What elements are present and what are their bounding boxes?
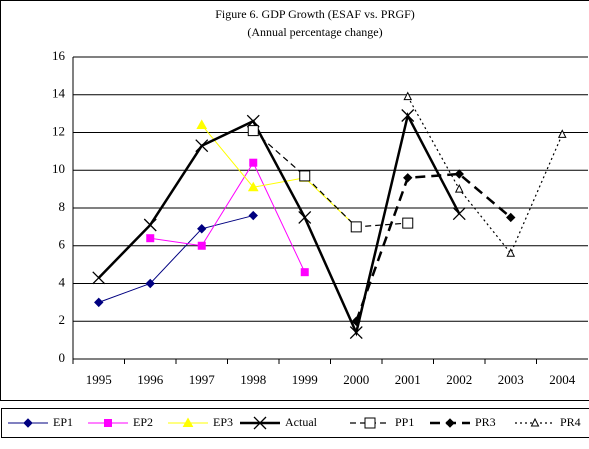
data-point xyxy=(452,207,466,221)
legend-marker xyxy=(182,417,194,427)
data-point xyxy=(454,169,464,179)
data-point xyxy=(402,217,414,229)
data-point xyxy=(401,109,415,122)
chart-title: Figure 6. GDP Growth (ESAF vs. PRGF) xyxy=(215,7,415,21)
y-tick-label: 0 xyxy=(59,350,66,365)
legend-label: Actual xyxy=(285,415,318,429)
y-tick-label: 14 xyxy=(52,86,66,101)
data-point xyxy=(248,210,258,221)
y-tick-label: 8 xyxy=(59,199,66,214)
x-tick-label: 2004 xyxy=(549,372,576,387)
legend-marker xyxy=(530,417,540,427)
series-line xyxy=(97,111,461,337)
y-tick-label: 2 xyxy=(59,312,66,327)
data-point xyxy=(506,212,516,223)
legend-marker xyxy=(253,416,267,430)
y-tick-label: 4 xyxy=(59,274,66,289)
x-tick-label: 1997 xyxy=(189,372,216,387)
data-point xyxy=(196,119,208,129)
x-tick-label: 2000 xyxy=(343,372,369,387)
series-line xyxy=(355,172,512,322)
legend-marker xyxy=(364,417,376,429)
data-point xyxy=(249,158,258,167)
data-point xyxy=(247,125,259,137)
legend-label: EP1 xyxy=(53,415,73,429)
x-tick-label: 2001 xyxy=(395,372,421,387)
series-line xyxy=(201,124,357,228)
series-line xyxy=(98,215,254,303)
data-point xyxy=(143,218,157,232)
series-line xyxy=(150,161,306,273)
y-tick-label: 6 xyxy=(59,237,66,252)
data-point xyxy=(454,184,464,193)
x-tick-label: 2003 xyxy=(498,372,524,387)
series-line xyxy=(252,130,408,228)
legend-label: PR4 xyxy=(560,415,581,429)
x-tick-label: 1995 xyxy=(86,372,112,387)
data-point xyxy=(146,234,155,243)
x-tick-label: 2002 xyxy=(446,372,472,387)
data-point xyxy=(351,316,361,326)
data-point xyxy=(145,278,155,289)
data-point xyxy=(197,241,206,250)
data-point xyxy=(506,248,516,257)
data-point xyxy=(403,173,413,183)
data-point xyxy=(92,271,106,285)
y-tick-label: 16 xyxy=(52,48,66,63)
chart-subtitle: (Annual percentage change) xyxy=(247,25,382,39)
x-tick-label: 1999 xyxy=(292,372,318,387)
data-point xyxy=(349,326,363,340)
legend-label: EP3 xyxy=(213,415,233,429)
data-point xyxy=(557,129,567,138)
data-point xyxy=(298,210,312,224)
y-tick-label: 10 xyxy=(52,161,65,176)
legend-marker xyxy=(23,418,33,428)
x-tick-label: 1996 xyxy=(137,372,164,387)
data-point xyxy=(94,297,104,308)
data-point xyxy=(195,139,209,153)
legend-label: EP2 xyxy=(133,415,153,429)
data-point xyxy=(300,268,309,277)
data-point xyxy=(247,181,259,192)
x-tick-label: 1998 xyxy=(240,372,266,387)
legend-label: PP1 xyxy=(395,415,414,429)
data-point xyxy=(197,224,207,234)
legend-marker xyxy=(104,419,112,427)
y-tick-label: 12 xyxy=(52,123,65,138)
data-point xyxy=(350,221,362,233)
data-point xyxy=(299,170,311,182)
legend-marker xyxy=(445,418,455,428)
legend-label: PR3 xyxy=(475,415,496,429)
data-point xyxy=(403,91,413,101)
